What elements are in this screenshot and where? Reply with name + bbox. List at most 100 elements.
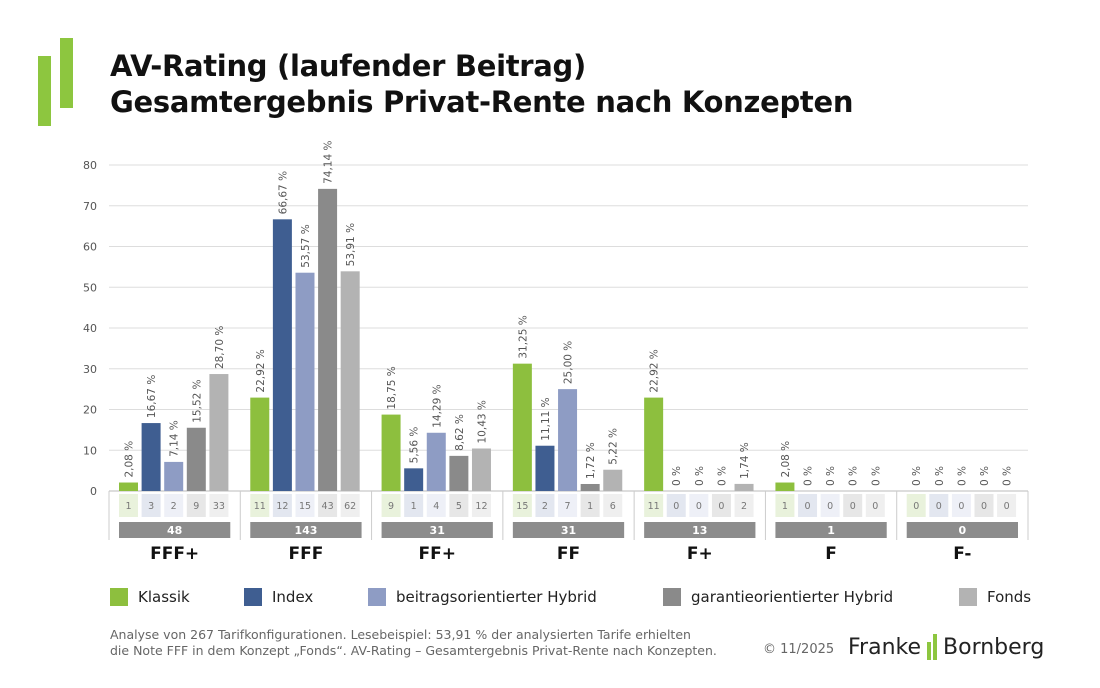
count-label: 0 (981, 501, 987, 512)
count-box (318, 494, 338, 517)
data-label: 0 % (911, 466, 923, 486)
category-label: FF (557, 544, 580, 564)
count-box (929, 494, 949, 517)
count-box (974, 494, 994, 517)
brand-left: Franke (848, 634, 922, 660)
count-box (820, 494, 840, 517)
category-label: FFF+ (150, 544, 199, 564)
data-label: 25,00 % (563, 341, 575, 384)
count-label: 0 (958, 501, 964, 512)
count-box (865, 494, 885, 517)
legend-swatch (110, 588, 128, 606)
bar-F+-Fonds (734, 483, 754, 491)
data-label: 74,14 % (323, 140, 335, 183)
category-label: F+ (687, 544, 713, 564)
count-box (340, 494, 360, 517)
count-label: 11 (254, 501, 266, 512)
count-label: 2 (542, 501, 548, 512)
y-tick-label: 30 (83, 363, 97, 376)
total-label: 1 (827, 524, 835, 537)
count-box (580, 494, 600, 517)
count-box (711, 494, 731, 517)
total-label: 48 (167, 524, 182, 537)
count-label: 2 (741, 501, 747, 512)
bar-FF+-garantieorientierter Hybrid (449, 455, 469, 491)
y-tick-label: 10 (83, 444, 97, 457)
data-label: 11,11 % (540, 397, 552, 440)
count-label: 0 (872, 501, 878, 512)
category-label: FFF (289, 544, 324, 564)
count-label: 0 (718, 501, 724, 512)
footnote-line-2: die Note FFF in dem Konzept „Fonds“. AV-… (110, 643, 717, 658)
count-box (906, 494, 926, 517)
count-label: 0 (936, 501, 942, 512)
total-bar (644, 522, 756, 538)
total-label: 0 (959, 524, 967, 537)
count-label: 15 (299, 501, 311, 512)
count-label: 1 (782, 501, 788, 512)
count-label: 0 (673, 501, 679, 512)
count-box (734, 494, 754, 517)
count-box (272, 494, 292, 517)
category-label: F (825, 544, 837, 564)
total-bar (381, 522, 493, 538)
count-label: 6 (610, 501, 616, 512)
y-tick-label: 80 (83, 159, 97, 172)
count-box (689, 494, 709, 517)
total-bar (250, 522, 362, 538)
count-label: 62 (344, 501, 356, 512)
legend-item: beitragsorientierter Hybrid (368, 588, 597, 606)
legend-swatch (959, 588, 977, 606)
count-box (295, 494, 315, 517)
count-box (843, 494, 863, 517)
bar-FF-Index (535, 445, 555, 491)
data-label: 0 % (825, 466, 837, 486)
count-label: 11 (648, 501, 660, 512)
brand-logo: Franke Bornberg (848, 634, 1044, 660)
title-line-1: AV-Rating (laufender Beitrag) (110, 49, 586, 83)
count-box (164, 494, 184, 517)
legend-label: Klassik (138, 588, 190, 606)
bar-FF+-Klassik (381, 414, 401, 491)
count-box (666, 494, 686, 517)
category-label: F- (953, 544, 971, 564)
count-label: 9 (193, 501, 199, 512)
count-label: 9 (388, 501, 394, 512)
legend-item: Index (244, 588, 313, 606)
count-label: 0 (805, 501, 811, 512)
count-box (798, 494, 818, 517)
legend: Klassik Index beitragsorientierter Hybrid g… (110, 588, 1032, 608)
bar-FFF-Index (272, 219, 292, 491)
total-bar (512, 522, 625, 538)
logo-bars-icon (38, 38, 73, 126)
legend-label: Fonds (987, 588, 1032, 606)
brand-bars-icon (927, 634, 938, 660)
data-label: 1,74 % (739, 442, 751, 479)
data-label: 0 % (694, 466, 706, 486)
data-label: 0 % (934, 466, 946, 486)
bar-FFF-Fonds (340, 271, 360, 491)
footnote-line-1: Analyse von 267 Tarifkonfigurationen. Le… (110, 627, 691, 642)
count-box (209, 494, 229, 517)
legend-swatch (368, 588, 386, 606)
total-label: 31 (430, 524, 445, 537)
legend-item: Klassik (110, 588, 190, 606)
bar-FFF+-Index (141, 423, 161, 491)
data-label: 22,92 % (255, 349, 267, 392)
y-tick-label: 0 (90, 485, 97, 498)
count-label: 33 (213, 501, 225, 512)
count-box (141, 494, 161, 517)
data-label: 16,67 % (146, 375, 158, 418)
count-label: 5 (456, 501, 462, 512)
count-box (186, 494, 206, 517)
bar-FFF-beitragsorientierter Hybrid (295, 272, 315, 491)
count-box (119, 494, 138, 517)
bar-FF+-Fonds (471, 448, 491, 491)
count-label: 43 (322, 501, 334, 512)
data-label: 0 % (979, 466, 991, 486)
bar-FF+-Index (404, 468, 424, 491)
count-box (775, 494, 795, 517)
page-title: AV-Rating (laufender Beitrag) Gesamterge… (110, 48, 853, 120)
